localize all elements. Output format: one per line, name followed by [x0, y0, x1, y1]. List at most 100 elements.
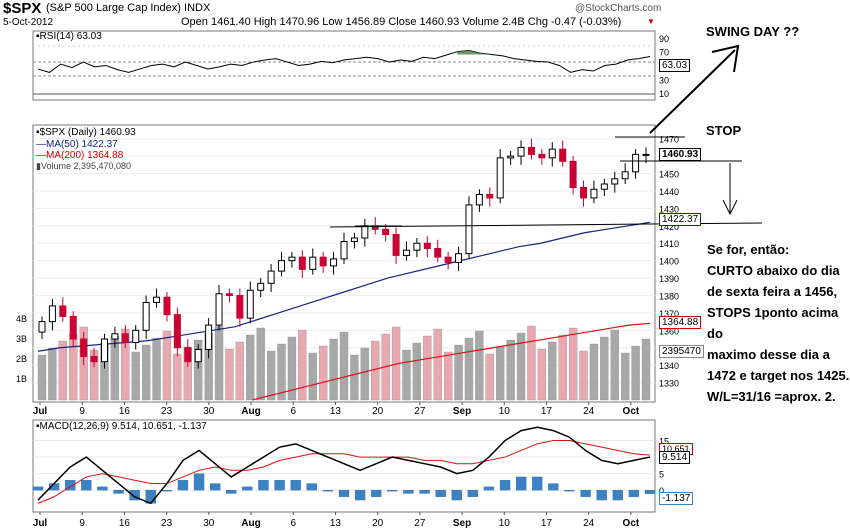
candle-body	[319, 256, 327, 267]
rsi-value-flag: 63.03	[659, 59, 691, 72]
price-tick-label: 1430	[659, 204, 679, 214]
ma50-legend: —MA(50) 1422.37	[36, 139, 118, 150]
volume-bar	[496, 346, 505, 401]
macd-histogram-bar	[532, 476, 543, 491]
volume-bar	[568, 327, 578, 401]
volume-bar	[37, 354, 47, 401]
rsi-tick-label: 90	[659, 34, 669, 44]
volume-bar	[475, 330, 484, 401]
volume-bar	[319, 345, 328, 401]
date-tick-label: 9	[79, 406, 85, 417]
candle-body	[611, 178, 619, 185]
date-tick-label: 30	[203, 518, 215, 529]
volume-bar	[600, 336, 609, 401]
candle-body	[600, 183, 608, 190]
volume-legend: ▮Volume 2,395,470,080	[36, 161, 132, 171]
candle-body	[142, 301, 150, 331]
candle-body	[121, 333, 129, 344]
candle-body	[80, 338, 88, 357]
volume-bar	[537, 348, 547, 401]
volume-bar	[152, 337, 161, 401]
volume-bar	[256, 327, 265, 401]
candle-body	[580, 186, 588, 199]
chart-date: 5-Oct-2012	[3, 17, 54, 28]
volume-tick-label: 3B	[16, 334, 27, 344]
close-price-flag: 1460.93	[659, 148, 702, 161]
macd-histogram-bar	[435, 490, 446, 497]
macd-histogram-bar	[612, 490, 623, 501]
volume-bar	[329, 338, 338, 401]
index-name: (S&P 500 Large Cap Index) INDX	[46, 2, 211, 14]
volume-bar	[350, 354, 359, 401]
price-tick-label: 1370	[659, 309, 679, 319]
macd-histogram-bar	[274, 480, 285, 491]
price-tick-label: 1470	[659, 135, 679, 145]
candle-body	[350, 237, 358, 242]
volume-bar	[631, 345, 640, 401]
note-line: maximo desse dia a	[707, 347, 830, 362]
price-tick-label: 1400	[659, 257, 679, 267]
trade-plan-note: Se for, então: CURTO abaixo do dia de se…	[707, 239, 850, 407]
change-down-icon: ▼	[647, 17, 655, 26]
macd-histogram-bar	[242, 486, 253, 491]
date-tick-label: 9	[79, 518, 85, 529]
volume-bar	[443, 351, 453, 401]
price-tick-label: 1380	[659, 291, 679, 301]
candle-body	[236, 294, 244, 319]
candle-body	[184, 347, 192, 363]
volume-bar	[298, 329, 307, 401]
macd-histogram-bar	[354, 490, 366, 501]
macd-histogram-bar	[580, 490, 591, 497]
candle-body	[507, 155, 515, 159]
macd-histogram-bar	[193, 473, 205, 491]
macd-tick-label: 15	[659, 437, 669, 447]
price-tick-label: 1340	[659, 361, 679, 371]
volume-bar	[48, 347, 57, 401]
rsi-legend: ▪RSI(14) 63.03	[36, 31, 102, 42]
candle-body	[465, 204, 473, 255]
macd-histogram-bar	[596, 490, 607, 501]
volume-tick-label: 2B	[16, 354, 27, 364]
candle-body	[392, 234, 400, 256]
date-tick-label: Aug	[241, 518, 260, 529]
rsi-tick-label: 70	[659, 48, 669, 58]
date-tick-label: 30	[203, 406, 215, 417]
volume-bar	[506, 339, 515, 401]
candle-body	[111, 333, 119, 340]
macd-histogram-bar	[32, 486, 44, 491]
candle-body	[59, 305, 67, 317]
candle-body	[538, 153, 546, 159]
candle-body	[205, 324, 213, 350]
price-tick-label: 1440	[659, 187, 679, 197]
volume-bar	[423, 335, 432, 401]
date-tick-label: 16	[119, 406, 131, 417]
candle-body	[132, 329, 140, 344]
note-line: W/L=31/16 =aprox. 2.	[707, 389, 836, 404]
candle-body	[163, 296, 171, 316]
date-tick-label: 17	[541, 518, 553, 529]
price-tick-label: 1360	[659, 326, 679, 336]
macd-histogram-bar	[338, 490, 350, 497]
candle-body	[267, 270, 275, 284]
ma200-value-flag: 1364.88	[659, 316, 702, 329]
note-line: 1472 e target nos 1425.	[707, 368, 850, 383]
stockcharts-watermark: @StockCharts.com	[575, 3, 662, 14]
volume-bar	[308, 352, 317, 401]
candle-body	[434, 247, 442, 258]
macd-histogram-bar	[451, 490, 462, 501]
macd-histogram-bar	[387, 490, 398, 492]
candle-body	[632, 153, 640, 173]
date-tick-label: 16	[119, 518, 131, 529]
macd-histogram-bar	[306, 483, 317, 491]
candle-body	[38, 321, 46, 333]
volume-bar	[287, 336, 297, 401]
date-tick-label: 6	[290, 518, 296, 529]
volume-bar	[516, 332, 526, 401]
date-tick-label: Sep	[453, 406, 471, 417]
volume-bar	[610, 329, 619, 401]
date-tick-label: 20	[372, 406, 384, 417]
candle-body	[423, 242, 431, 249]
macd-histogram-bar	[97, 486, 108, 491]
date-tick-label: 10	[499, 406, 511, 417]
